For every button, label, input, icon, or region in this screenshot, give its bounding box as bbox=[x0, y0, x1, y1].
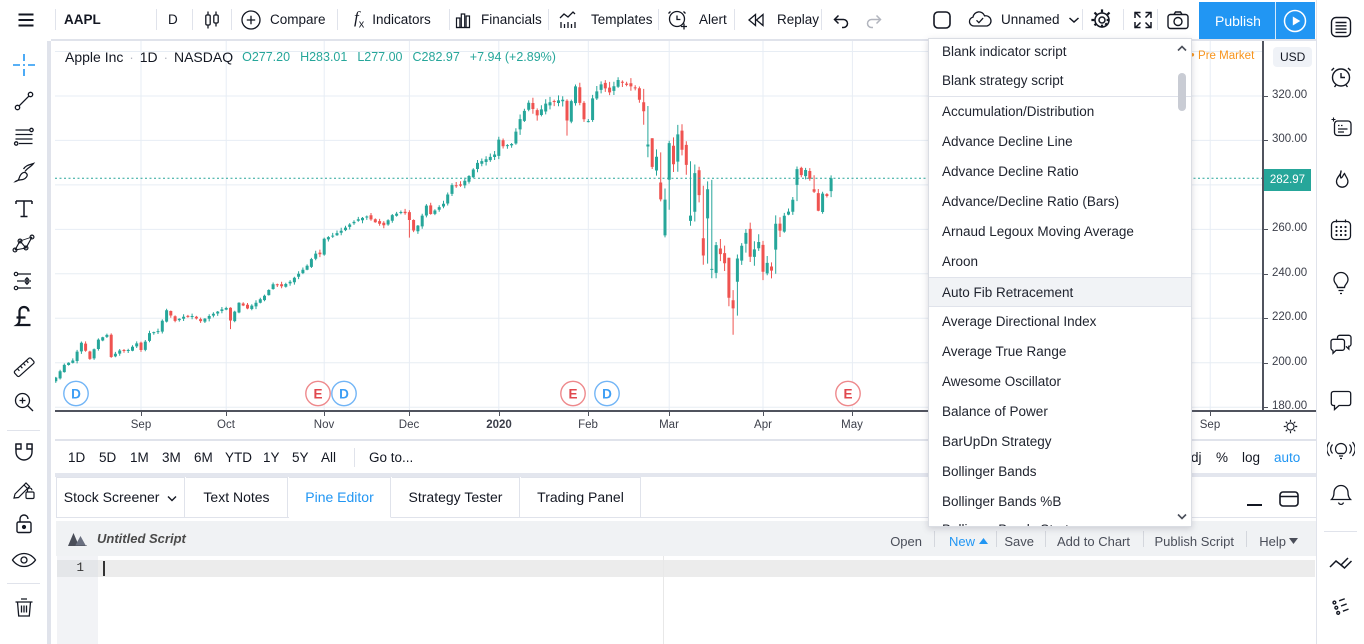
svg-text:D: D bbox=[602, 387, 612, 402]
svg-text:E: E bbox=[568, 387, 577, 402]
svg-text:D: D bbox=[339, 387, 349, 402]
svg-text:D: D bbox=[71, 387, 81, 402]
svg-text:E: E bbox=[843, 387, 852, 402]
svg-text:E: E bbox=[313, 387, 322, 402]
